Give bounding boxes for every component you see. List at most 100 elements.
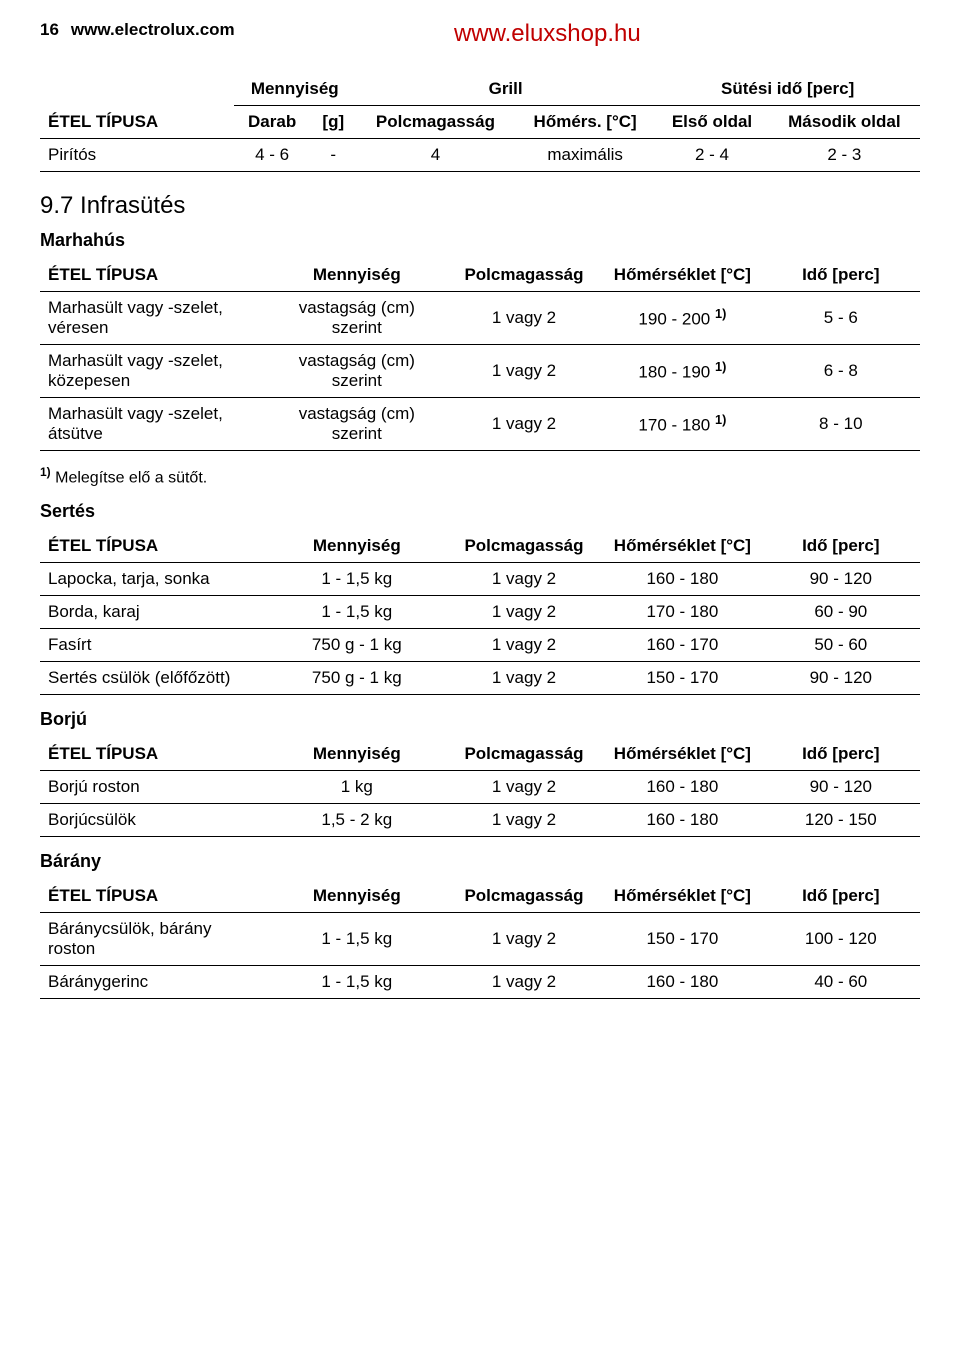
- cell: 160 - 180: [603, 771, 761, 804]
- cell: 160 - 180: [603, 563, 761, 596]
- cell: 60 - 90: [762, 596, 920, 629]
- col-food: ÉTEL TÍPUSA: [40, 259, 269, 292]
- table-row: Marhasült vagy -szelet, átsütvevastagság…: [40, 398, 920, 451]
- cell: Lapocka, tarja, sonka: [40, 563, 269, 596]
- col-time: Idő [perc]: [762, 530, 920, 563]
- section-infrasutes: 9.7 Infrasütés: [40, 192, 920, 220]
- col-time-group: Sütési idő [perc]: [655, 73, 920, 106]
- cell: 5 - 6: [762, 292, 920, 345]
- cell: 1 vagy 2: [445, 345, 603, 398]
- col-time: Idő [perc]: [762, 880, 920, 913]
- cell: 160 - 180: [603, 804, 761, 837]
- table-row: Báránycsülök, bárány roston1 - 1,5 kg1 v…: [40, 913, 920, 966]
- cell: 50 - 60: [762, 629, 920, 662]
- cell: 4: [356, 139, 515, 172]
- cell: 160 - 170: [603, 629, 761, 662]
- col-food: ÉTEL TÍPUSA: [40, 738, 269, 771]
- col-qty: Mennyiség: [269, 880, 445, 913]
- grill-table: Mennyiség Grill Sütési idő [perc] ÉTEL T…: [40, 73, 920, 172]
- cell: Borda, karaj: [40, 596, 269, 629]
- col-grill: Grill: [356, 73, 655, 106]
- top-link[interactable]: www.eluxshop.hu: [175, 20, 920, 48]
- page-number: 16: [40, 20, 59, 40]
- col-food: ÉTEL TÍPUSA: [40, 880, 269, 913]
- col-shelf: Polcmagasság: [445, 880, 603, 913]
- col-temp: Hőmérséklet [°C]: [603, 259, 761, 292]
- cell: 160 - 180: [603, 966, 761, 999]
- cell: maximális: [515, 139, 655, 172]
- cell: Báránygerinc: [40, 966, 269, 999]
- cell: 1 vagy 2: [445, 913, 603, 966]
- sub-barany: Bárány: [40, 851, 920, 872]
- beef-table: ÉTEL TÍPUSA Mennyiség Polcmagasság Hőmér…: [40, 259, 920, 451]
- col-t2: Második oldal: [769, 106, 920, 139]
- cell: Marhasült vagy -szelet, átsütve: [40, 398, 269, 451]
- sub-marhahus: Marhahús: [40, 230, 920, 251]
- table-row: Borda, karaj1 - 1,5 kg1 vagy 2170 - 1806…: [40, 596, 920, 629]
- cell: 1 - 1,5 kg: [269, 966, 445, 999]
- cell: Sertés csülök (előfőzött): [40, 662, 269, 695]
- cell: 90 - 120: [762, 563, 920, 596]
- col-shelf: Polcmagasság: [445, 738, 603, 771]
- sub-sertes: Sertés: [40, 501, 920, 522]
- cell: Marhasült vagy -szelet, véresen: [40, 292, 269, 345]
- cell: 6 - 8: [762, 345, 920, 398]
- cell: 1 vagy 2: [445, 398, 603, 451]
- cell: 1 vagy 2: [445, 966, 603, 999]
- cell: 750 g - 1 kg: [269, 662, 445, 695]
- cell: vastagság (cm) szerint: [269, 292, 445, 345]
- cell: 1 - 1,5 kg: [269, 913, 445, 966]
- cell: 750 g - 1 kg: [269, 629, 445, 662]
- col-darab: Darab: [234, 106, 311, 139]
- cell: vastagság (cm) szerint: [269, 398, 445, 451]
- cell: Pirítós: [40, 139, 234, 172]
- cell: 1 vagy 2: [445, 771, 603, 804]
- footnote: 1) Melegítse elő a sütőt.: [40, 465, 920, 487]
- col-temp: Hőmérséklet [°C]: [603, 530, 761, 563]
- cell: Marhasült vagy -szelet, közepesen: [40, 345, 269, 398]
- cell: 1 - 1,5 kg: [269, 596, 445, 629]
- cell: 180 - 190 1): [603, 345, 761, 398]
- col-temp: Hőmérséklet [°C]: [603, 738, 761, 771]
- col-t1: Első oldal: [655, 106, 768, 139]
- cell: 1 vagy 2: [445, 629, 603, 662]
- col-shelf: Polcmagasság: [445, 259, 603, 292]
- cell: 1 vagy 2: [445, 596, 603, 629]
- lamb-table: ÉTEL TÍPUSA Mennyiség Polcmagasság Hőmér…: [40, 880, 920, 999]
- cell: 1 vagy 2: [445, 804, 603, 837]
- cell: 40 - 60: [762, 966, 920, 999]
- cell: 1 vagy 2: [445, 563, 603, 596]
- col-time: Idő [perc]: [762, 259, 920, 292]
- col-qty-group: Mennyiség: [234, 73, 356, 106]
- cell: 8 - 10: [762, 398, 920, 451]
- col-food: ÉTEL TÍPUSA: [40, 530, 269, 563]
- table-row: Fasírt750 g - 1 kg1 vagy 2160 - 17050 - …: [40, 629, 920, 662]
- col-temp: Hőmérs. [°C]: [515, 106, 655, 139]
- col-shelf: Polcmagasság: [356, 106, 515, 139]
- pork-table: ÉTEL TÍPUSA Mennyiség Polcmagasság Hőmér…: [40, 530, 920, 695]
- cell: 2 - 4: [655, 139, 768, 172]
- cell: 120 - 150: [762, 804, 920, 837]
- cell: 4 - 6: [234, 139, 311, 172]
- col-temp: Hőmérséklet [°C]: [603, 880, 761, 913]
- col-shelf: Polcmagasság: [445, 530, 603, 563]
- cell: 1 vagy 2: [445, 662, 603, 695]
- cell: 1 kg: [269, 771, 445, 804]
- table-row: Pirítós4 - 6-4maximális2 - 42 - 3: [40, 139, 920, 172]
- cell: 150 - 170: [603, 913, 761, 966]
- col-qty: Mennyiség: [269, 530, 445, 563]
- col-time: Idő [perc]: [762, 738, 920, 771]
- cell: 90 - 120: [762, 662, 920, 695]
- table-row: Lapocka, tarja, sonka1 - 1,5 kg1 vagy 21…: [40, 563, 920, 596]
- table-row: Borjú roston1 kg1 vagy 2160 - 18090 - 12…: [40, 771, 920, 804]
- col-food: ÉTEL TÍPUSA: [40, 106, 234, 139]
- sub-borju: Borjú: [40, 709, 920, 730]
- table-row: Borjúcsülök1,5 - 2 kg1 vagy 2160 - 18012…: [40, 804, 920, 837]
- cell: 90 - 120: [762, 771, 920, 804]
- col-qty: Mennyiség: [269, 259, 445, 292]
- cell: -: [311, 139, 356, 172]
- cell: 190 - 200 1): [603, 292, 761, 345]
- cell: 1 - 1,5 kg: [269, 563, 445, 596]
- cell: 100 - 120: [762, 913, 920, 966]
- cell: Báránycsülök, bárány roston: [40, 913, 269, 966]
